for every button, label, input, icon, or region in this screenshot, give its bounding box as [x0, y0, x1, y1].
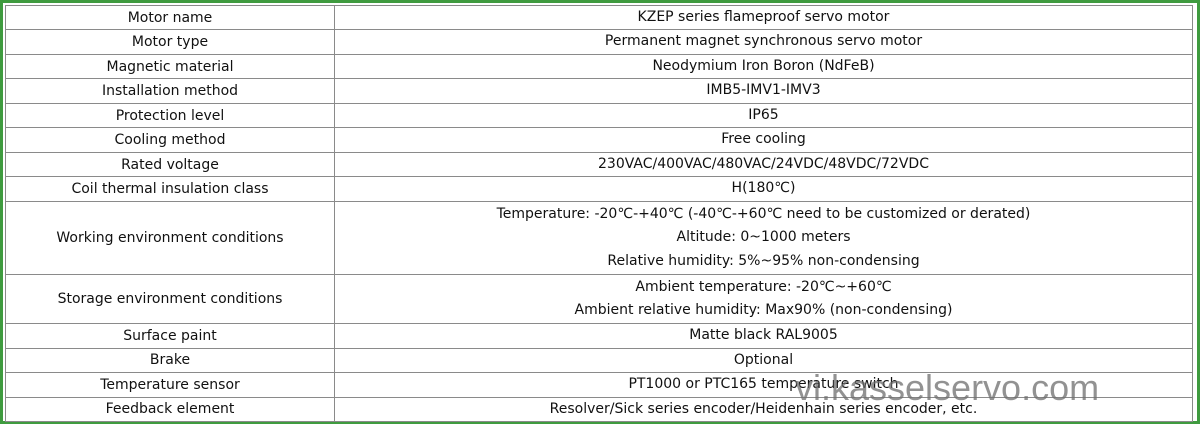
- spec-value: Ambient temperature: -20℃~+60℃ Ambient re…: [334, 274, 1193, 325]
- spec-value-line: Temperature: -20℃-+40℃ (-40℃-+60℃ need t…: [496, 205, 1031, 222]
- spec-row: Rated voltage 230VAC/400VAC/480VAC/24VDC/…: [5, 151, 1193, 178]
- spec-value-line: KZEP series flameproof servo motor: [637, 9, 890, 25]
- spec-value-line: Free cooling: [721, 131, 806, 148]
- spec-value-line: Ambient relative humidity: Max90% (non-c…: [574, 302, 953, 319]
- spec-row: Brake Optional: [5, 347, 1193, 374]
- spec-label: Storage environment conditions: [5, 274, 335, 325]
- spec-row: Cooling method Free cooling: [5, 127, 1193, 153]
- spec-row: Motor name KZEP series flameproof servo m…: [5, 4, 1193, 31]
- spec-value: Matte black RAL9005: [334, 323, 1193, 349]
- spec-row: Storage environment conditions Ambient te…: [5, 274, 1193, 325]
- spec-value: Free cooling: [334, 127, 1193, 153]
- spec-row: Motor type Permanent magnet synchronous s…: [5, 29, 1193, 55]
- spec-label: Feedback element: [5, 396, 335, 422]
- spec-label: Protection level: [5, 102, 335, 129]
- spec-value: 230VAC/400VAC/480VAC/24VDC/48VDC/72VDC: [334, 151, 1193, 178]
- spec-value: IP65: [334, 102, 1193, 129]
- spec-row: Magnetic material Neodymium Iron Boron (N…: [5, 53, 1193, 80]
- spec-value-line: Optional: [733, 351, 794, 368]
- watermark: vi.kasselservo.com: [795, 367, 1100, 408]
- spec-label: Cooling method: [5, 127, 335, 153]
- spec-row: Temperature sensor PT1000 or PTC165 tempe…: [5, 372, 1193, 398]
- spec-label: Rated voltage: [5, 151, 335, 178]
- spec-label: Surface paint: [5, 323, 335, 349]
- spec-value-line: Ambient temperature: -20℃~+60℃: [635, 278, 892, 295]
- spec-value-line: 230VAC/400VAC/480VAC/24VDC/48VDC/72VDC: [598, 155, 929, 172]
- spec-table: Motor name KZEP series flameproof servo m…: [5, 4, 1193, 422]
- spec-value: PT1000 or PTC165 temperature switch: [334, 372, 1193, 398]
- spec-value: Optional: [334, 347, 1193, 374]
- spec-label: Brake: [5, 347, 335, 374]
- spec-label: Working environment conditions: [5, 200, 335, 276]
- spec-row: Installation method IMB5-IMV1-IMV3: [5, 78, 1193, 104]
- spec-value: Temperature: -20℃-+40℃ (-40℃-+60℃ need t…: [334, 200, 1193, 276]
- spec-row: Working environment conditions Temperatur…: [5, 200, 1193, 276]
- spec-value-line: Neodymium Iron Boron (NdFeB): [652, 57, 875, 74]
- spec-value-line: IP65: [748, 106, 779, 123]
- spec-label: Motor name: [5, 4, 335, 31]
- spec-value-line: Relative humidity: 5%~95% non-condensing: [607, 252, 920, 269]
- spec-value: Permanent magnet synchronous servo motor: [334, 29, 1193, 55]
- spec-value-line: Matte black RAL9005: [689, 327, 838, 344]
- spec-value: KZEP series flameproof servo motor: [334, 4, 1193, 31]
- spec-label: Temperature sensor: [5, 372, 335, 398]
- spec-value-line: PT1000 or PTC165 temperature switch: [628, 376, 899, 393]
- spec-value-line: Altitude: 0~1000 meters: [676, 229, 851, 246]
- spec-row: Coil thermal insulation class H(180℃): [5, 176, 1193, 202]
- spec-label: Magnetic material: [5, 53, 335, 80]
- spec-value-line: Permanent magnet synchronous servo motor: [604, 33, 923, 50]
- spec-value-line: Resolver/Sick series encoder/Heidenhain …: [549, 400, 978, 417]
- spec-row: Feedback element Resolver/Sick series enc…: [5, 396, 1193, 422]
- spec-value: IMB5-IMV1-IMV3: [334, 78, 1193, 104]
- spec-value: H(180℃): [334, 176, 1193, 202]
- spec-row: Protection level IP65: [5, 102, 1193, 129]
- spec-value: Neodymium Iron Boron (NdFeB): [334, 53, 1193, 80]
- spec-row: Surface paint Matte black RAL9005: [5, 323, 1193, 349]
- spec-value-line: IMB5-IMV1-IMV3: [706, 82, 821, 99]
- spec-value-line: H(180℃): [731, 180, 796, 197]
- spec-label: Coil thermal insulation class: [5, 176, 335, 202]
- spec-value: Resolver/Sick series encoder/Heidenhain …: [334, 396, 1193, 422]
- spec-label: Installation method: [5, 78, 335, 104]
- spec-label: Motor type: [5, 29, 335, 55]
